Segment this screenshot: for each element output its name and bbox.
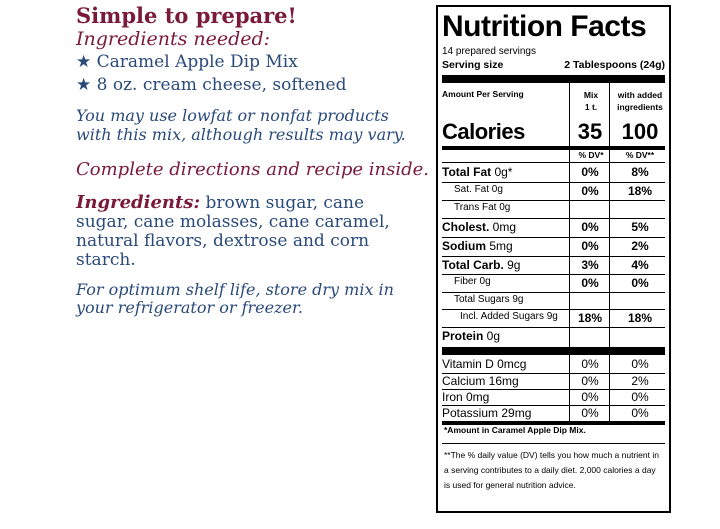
nutrient-dv-with: 8% <box>631 165 649 179</box>
divider-thick <box>442 75 665 83</box>
calories-with: 100 <box>621 119 659 144</box>
nutrient-name: Protein <box>442 329 484 343</box>
nutrient-name: Total Fat <box>442 165 492 179</box>
divider <box>442 256 665 257</box>
serving-size-value: 2 Tablespoons (24g) <box>564 59 665 71</box>
vitamin-dv-with: 2% <box>631 374 649 388</box>
vitamin-name: Vitamin D 0mcg <box>442 357 527 371</box>
column-with-line1: with added <box>617 90 663 100</box>
headline: Simple to prepare! <box>76 3 297 28</box>
footnote-daily-value: **The % daily value (DV) tells you how m… <box>444 450 659 490</box>
vitamin-dv-mix: 0% <box>581 357 599 371</box>
divider <box>442 327 665 328</box>
nutrient-dv-mix: 18% <box>577 311 603 325</box>
nutrient-name: Fiber 0g <box>454 276 491 287</box>
divider-medium <box>442 421 665 425</box>
column-rule <box>609 83 610 146</box>
nutrient-dv-with: 2% <box>631 239 649 253</box>
divider <box>442 200 665 201</box>
divider <box>442 309 665 310</box>
vitamin-dv-with: 0% <box>631 357 649 371</box>
lowfat-note: You may use lowfat or nonfat products wi… <box>76 106 406 144</box>
nutrient-dv-mix: 0% <box>581 165 599 179</box>
dv-with-header: % DV** <box>625 150 655 160</box>
nutrient-dv-with: 18% <box>627 184 653 198</box>
column-with-header: with added ingredients <box>611 89 669 113</box>
ingredients-text: brown sugar, cane sugar, cane molasses, … <box>76 193 390 270</box>
nutrient-dv-mix: 0% <box>581 220 599 234</box>
vitamin-dv-with: 0% <box>631 390 649 404</box>
nutrition-title: Nutrition Facts <box>442 10 647 43</box>
column-rule <box>569 150 570 347</box>
nutrient-name: Sodium <box>442 239 486 253</box>
divider-thick <box>442 347 665 355</box>
nutrient-name: Total Sugars 9g <box>454 294 524 305</box>
calories-label: Calories <box>442 119 525 144</box>
nutrient-dv-with: 5% <box>631 220 649 234</box>
ingredients-list: Ingredients: brown sugar, cane sugar, ca… <box>76 193 421 270</box>
column-mix-line1: Mix <box>583 90 599 100</box>
nutrient-name: Incl. Added Sugars 9g <box>460 311 558 322</box>
column-mix-header: Mix 1 t. <box>576 89 606 113</box>
nutrient-dv-mix: 0% <box>581 184 599 198</box>
vitamin-dv-mix: 0% <box>581 390 599 404</box>
column-mix-line2: 1 t. <box>584 102 598 112</box>
divider <box>442 389 665 390</box>
shelf-life-note: For optimum shelf life, store dry mix in… <box>76 280 394 317</box>
divider <box>442 162 665 163</box>
vitamin-dv-with: 0% <box>631 406 649 420</box>
vitamin-dv-mix: 0% <box>581 374 599 388</box>
serving-size: Serving size 2 Tablespoons (24g) <box>442 59 665 71</box>
vitamin-name: Potassium 29mg <box>442 406 532 420</box>
footnote-amount: *Amount in Caramel Apple Dip Mix. <box>444 425 586 435</box>
column-rule <box>609 355 610 421</box>
column-rule <box>569 83 570 146</box>
nutrient-amount: 0g <box>483 329 501 343</box>
vitamin-name: Iron 0mg <box>442 390 490 404</box>
ingredients-needed-heading: Ingredients needed: <box>76 28 271 50</box>
column-rule <box>569 355 570 421</box>
nutrient-dv-with: 0% <box>631 276 649 290</box>
directions-note: Complete directions and recipe inside. <box>76 159 430 180</box>
dv-mix-header: % DV* <box>578 150 604 160</box>
divider <box>442 182 665 183</box>
nutrient-dv-mix: 3% <box>581 258 599 272</box>
needed-item-cream-cheese: ★ 8 oz. cream cheese, softened <box>76 75 347 95</box>
divider <box>442 237 665 238</box>
divider <box>442 443 665 444</box>
serving-size-label: Serving size <box>442 59 504 71</box>
nutrient-name: Trans Fat 0g <box>454 202 511 213</box>
divider <box>442 405 665 406</box>
divider <box>442 274 665 275</box>
divider-medium <box>442 146 665 150</box>
nutrient-amount: 0g* <box>491 165 513 179</box>
nutrition-facts-panel: Nutrition Facts 14 prepared servings Ser… <box>436 5 671 513</box>
column-rule <box>609 150 610 347</box>
nutrient-amount: 9g <box>503 258 521 272</box>
calories-mix: 35 <box>577 119 603 144</box>
vitamin-name: Calcium 16mg <box>442 374 519 388</box>
column-with-line2: ingredients <box>617 102 663 112</box>
divider <box>442 292 665 293</box>
nutrient-name: Total Carb. <box>442 258 504 272</box>
nutrient-dv-with: 4% <box>631 258 649 272</box>
vitamin-dv-mix: 0% <box>581 406 599 420</box>
nutrient-name: Sat. Fat 0g <box>454 184 503 195</box>
nutrient-dv-mix: 0% <box>581 239 599 253</box>
servings-count: 14 prepared servings <box>442 46 536 57</box>
ingredients-label: Ingredients: <box>76 192 201 213</box>
amount-per-serving: Amount Per Serving <box>442 89 524 99</box>
nutrient-amount: 5mg <box>486 239 513 253</box>
divider <box>442 218 665 219</box>
nutrient-amount: 0mg <box>489 220 517 234</box>
divider <box>442 373 665 374</box>
nutrient-name: Cholest. <box>442 220 490 234</box>
nutrient-dv-mix: 0% <box>581 276 599 290</box>
nutrient-dv-with: 18% <box>627 311 653 325</box>
needed-item-mix: ★ Caramel Apple Dip Mix <box>76 52 298 72</box>
